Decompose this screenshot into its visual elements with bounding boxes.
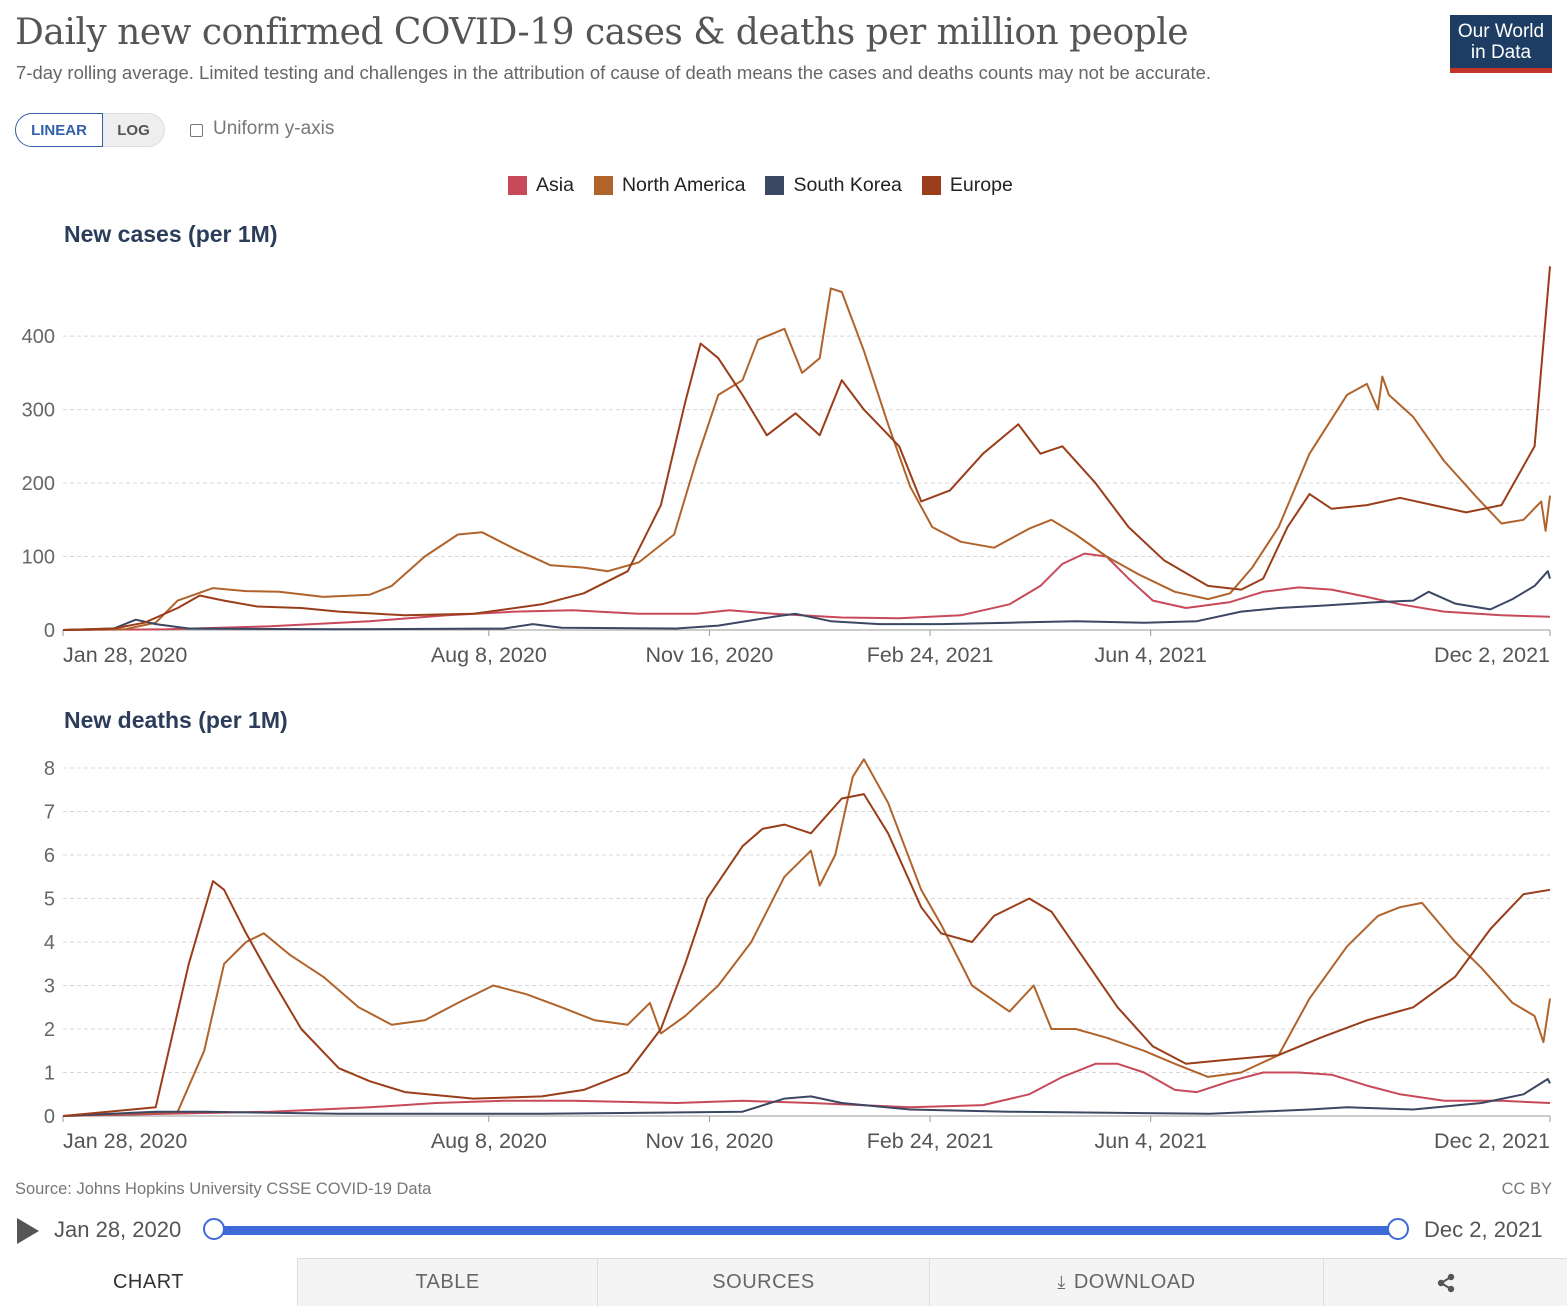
tab-download[interactable]: ⤓ DOWNLOAD xyxy=(929,1258,1323,1306)
series-line-south-korea xyxy=(62,570,1551,631)
legend-label: Europe xyxy=(949,174,1013,196)
y-tick-label: 0 xyxy=(44,620,55,642)
y-tick-label: 0 xyxy=(44,1106,55,1128)
legend-swatch xyxy=(921,176,941,195)
chart-title: Daily new confirmed COVID-19 cases & dea… xyxy=(15,12,1189,53)
x-tick-label: Jan 28, 2020 xyxy=(63,643,187,667)
source-note: Source: Johns Hopkins University CSSE CO… xyxy=(15,1180,432,1198)
y-tick-label: 5 xyxy=(44,889,55,911)
timeline-start-handle[interactable] xyxy=(203,1218,225,1240)
x-tick-label: Jun 4, 2021 xyxy=(1094,643,1206,667)
download-label: DOWNLOAD xyxy=(1073,1271,1196,1293)
cases-chart-title: New cases (per 1M) xyxy=(64,221,278,247)
legend-swatch xyxy=(508,176,527,195)
timeline-track[interactable] xyxy=(214,1226,1398,1235)
x-tick-label: Nov 16, 2020 xyxy=(645,1129,773,1153)
legend-item-north-america[interactable]: North America xyxy=(593,174,746,197)
logo-line-2: in Data xyxy=(1470,42,1532,63)
x-tick-label: Feb 24, 2021 xyxy=(867,643,994,667)
y-tick-label: 1 xyxy=(44,1063,55,1085)
scale-toggle: LINEAR LOG xyxy=(15,113,165,147)
x-tick-label: Dec 2, 2021 xyxy=(1434,643,1550,667)
owid-logo[interactable]: Our World in Data xyxy=(1450,15,1552,73)
logo-line-1: Our World xyxy=(1457,21,1545,42)
y-tick-label: 200 xyxy=(22,473,55,495)
legend-label: South Korea xyxy=(793,174,902,196)
series-line-north-america xyxy=(62,287,1551,631)
timeline-start-label: Jan 28, 2020 xyxy=(54,1217,182,1242)
log-scale-button[interactable]: LOG xyxy=(103,113,165,147)
y-tick-label: 300 xyxy=(22,400,55,422)
timeline-end-label: Dec 2, 2021 xyxy=(1424,1217,1543,1242)
tab-bar: CHART TABLE SOURCES ⤓ DOWNLOAD xyxy=(0,1258,1567,1306)
share-icon xyxy=(1437,1273,1454,1292)
tab-table[interactable]: TABLE xyxy=(297,1258,597,1306)
legend-label: North America xyxy=(621,174,746,196)
x-tick-label: Jun 4, 2021 xyxy=(1094,1129,1206,1153)
timeline-end-handle[interactable] xyxy=(1387,1218,1409,1240)
series-line-south-korea xyxy=(62,1078,1551,1117)
x-tick-label: Feb 24, 2021 xyxy=(867,1129,994,1153)
uniform-checkbox[interactable] xyxy=(190,124,203,137)
cases-chart: 0 100 200 300 400 Jan 28, 2020 Aug 8, 2020 Nov … xyxy=(22,266,1551,667)
y-tick-label: 2 xyxy=(44,1019,55,1041)
tab-share[interactable] xyxy=(1323,1258,1567,1306)
y-tick-label: 400 xyxy=(22,326,55,348)
series-line-europe xyxy=(62,266,1551,631)
y-tick-label: 100 xyxy=(22,547,55,569)
series-line-europe xyxy=(62,793,1551,1117)
y-tick-label: 3 xyxy=(44,976,55,998)
chart-subtitle: 7-day rolling average. Limited testing a… xyxy=(16,62,1212,83)
charts-canvas: 0 100 200 300 400 Jan 28, 2020 Aug 8, 2020 Nov … xyxy=(22,266,1551,1153)
legend-item-south-korea[interactable]: South Korea xyxy=(765,174,902,197)
series-line-asia xyxy=(62,552,1551,631)
legend-swatch xyxy=(765,176,785,195)
x-tick-label: Aug 8, 2020 xyxy=(431,643,547,667)
x-tick-label: Jan 28, 2020 xyxy=(63,1129,187,1153)
series-line-north-america xyxy=(62,758,1551,1117)
y-tick-label: 4 xyxy=(44,932,55,954)
legend-item-asia[interactable]: Asia xyxy=(508,174,574,197)
x-tick-label: Aug 8, 2020 xyxy=(431,1129,547,1153)
x-tick-label: Dec 2, 2021 xyxy=(1434,1129,1550,1153)
tab-chart[interactable]: CHART xyxy=(0,1258,297,1306)
deaths-chart-title: New deaths (per 1M) xyxy=(64,707,288,733)
y-tick-label: 8 xyxy=(44,758,55,780)
series-line-asia xyxy=(62,1062,1551,1117)
x-tick-label: Nov 16, 2020 xyxy=(645,643,773,667)
download-icon: ⤓ xyxy=(1057,1272,1066,1292)
linear-scale-button[interactable]: LINEAR xyxy=(15,113,103,147)
tab-sources[interactable]: SOURCES xyxy=(597,1258,929,1306)
uniform-y-axis-toggle[interactable]: Uniform y-axis xyxy=(190,118,334,140)
legend-item-europe[interactable]: Europe xyxy=(921,174,1013,197)
license-label[interactable]: CC BY xyxy=(1501,1180,1552,1198)
uniform-label: Uniform y-axis xyxy=(213,118,335,139)
y-tick-label: 6 xyxy=(44,845,55,867)
deaths-chart: 0 1 2 3 4 5 6 7 8 Jan 28, 2020 Aug 8, 2020 Nov 16, … xyxy=(44,758,1551,1153)
legend: Asia North America South Korea Europe xyxy=(508,174,1033,197)
y-tick-label: 7 xyxy=(44,802,55,824)
legend-label: Asia xyxy=(536,174,574,196)
play-icon[interactable] xyxy=(17,1218,39,1244)
legend-swatch xyxy=(593,176,613,195)
